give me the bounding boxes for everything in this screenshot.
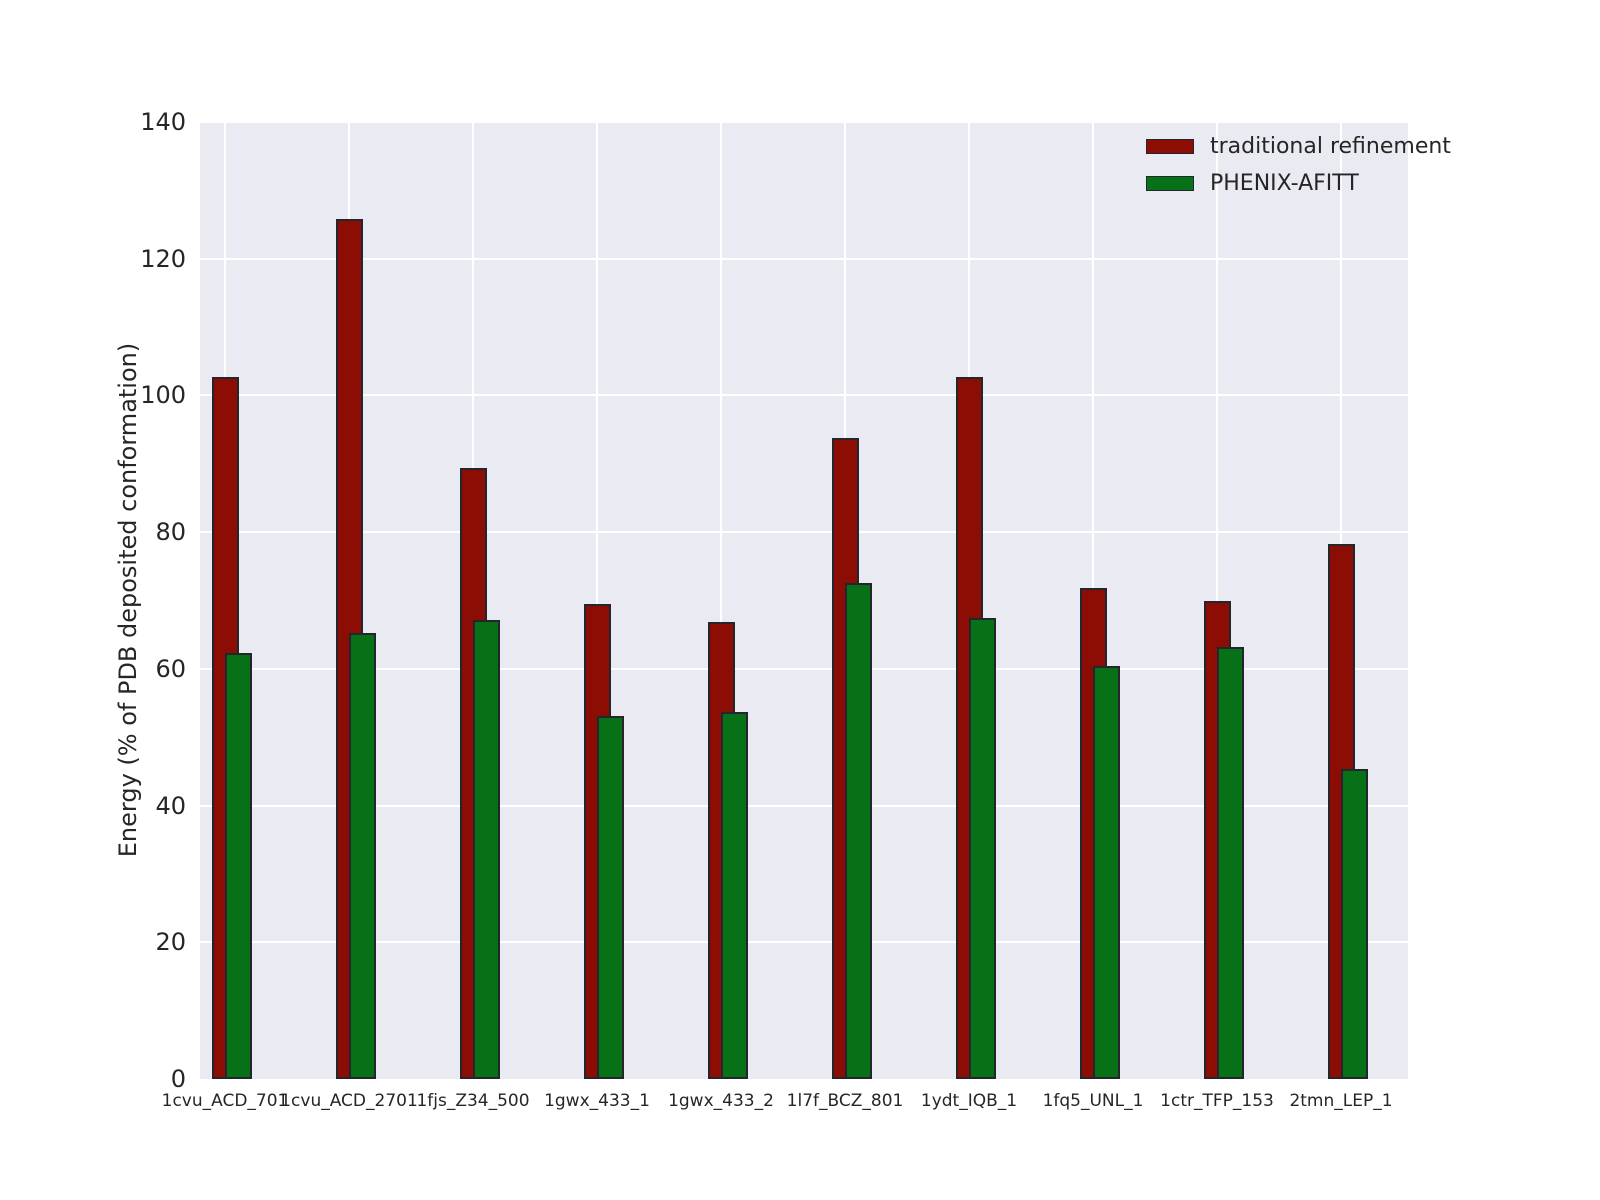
- bar-afitt-2tmn_LEP_1: [1341, 768, 1368, 1079]
- bar-afitt-1l7f_BCZ_801: [845, 582, 872, 1079]
- y-tick-label-120: 120: [140, 244, 186, 273]
- x-tick-label-2tmn_LEP_1: 2tmn_LEP_1: [1289, 1091, 1393, 1111]
- x-tick-label-1ydt_IQB_1: 1ydt_IQB_1: [920, 1091, 1018, 1111]
- y-tick-label-80: 80: [155, 518, 186, 547]
- legend-label: PHENIX-AFITT: [1210, 171, 1359, 196]
- y-tick-label-0: 0: [170, 1065, 186, 1093]
- h-gridline-120: [200, 257, 1408, 260]
- bar-afitt-1cvu_ACD_701: [225, 653, 252, 1079]
- y-axis-label: Energy (% of PDB deposited conformation): [114, 342, 142, 858]
- x-tick-label-1l7f_BCZ_801: 1l7f_BCZ_801: [786, 1091, 904, 1111]
- h-gridline-40: [200, 804, 1408, 807]
- legend-swatch-icon: [1146, 176, 1194, 191]
- h-gridline-60: [200, 667, 1408, 670]
- x-tick-label-1cvu_ACD_701: 1cvu_ACD_701: [161, 1091, 289, 1111]
- y-tick-label-20: 20: [155, 928, 186, 957]
- v-gridline-3: [596, 122, 598, 1079]
- h-gridline-20: [200, 941, 1408, 944]
- y-tick-label-40: 40: [155, 791, 186, 820]
- legend-swatch-icon: [1146, 139, 1194, 154]
- bar-afitt-1gwx_433_2: [721, 711, 748, 1079]
- y-tick-label-140: 140: [140, 108, 186, 136]
- h-gridline-140: [200, 121, 1408, 123]
- x-tick-label-1fjs_Z34_500: 1fjs_Z34_500: [416, 1091, 530, 1111]
- bar-afitt-1fjs_Z34_500: [473, 619, 500, 1079]
- bar-afitt-1cvu_ACD_2701: [349, 632, 376, 1079]
- h-gridline-80: [200, 531, 1408, 534]
- bar-afitt-1ydt_IQB_1: [969, 617, 996, 1079]
- bar-afitt-1fq5_UNL_1: [1093, 666, 1120, 1079]
- bar-afitt-1ctr_TFP_153: [1217, 646, 1244, 1079]
- y-tick-label-60: 60: [155, 654, 186, 683]
- x-tick-label-1fq5_UNL_1: 1fq5_UNL_1: [1042, 1091, 1144, 1111]
- v-gridline-4: [720, 122, 722, 1079]
- legend-item-0: traditional refinement: [1146, 128, 1451, 165]
- x-tick-label-1gwx_433_2: 1gwx_433_2: [668, 1091, 774, 1111]
- bar-afitt-1gwx_433_1: [597, 716, 624, 1079]
- h-gridline-100: [200, 394, 1408, 397]
- legend: traditional refinement PHENIX-AFITT: [1146, 128, 1451, 202]
- x-tick-label-1cvu_ACD_2701: 1cvu_ACD_2701: [280, 1091, 418, 1111]
- legend-label: traditional refinement: [1210, 134, 1451, 159]
- legend-item-1: PHENIX-AFITT: [1146, 165, 1451, 202]
- y-tick-label-100: 100: [140, 381, 186, 410]
- x-tick-label-1gwx_433_1: 1gwx_433_1: [544, 1091, 650, 1111]
- x-tick-label-1ctr_TFP_153: 1ctr_TFP_153: [1160, 1091, 1274, 1111]
- plot-area: [200, 121, 1408, 1079]
